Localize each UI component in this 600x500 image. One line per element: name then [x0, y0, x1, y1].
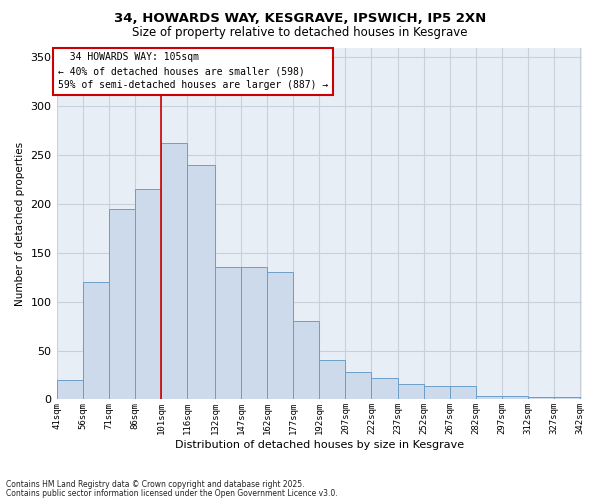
Bar: [293, 321, 319, 400]
Y-axis label: Number of detached properties: Number of detached properties: [15, 142, 25, 306]
X-axis label: Distribution of detached houses by size in Kesgrave: Distribution of detached houses by size …: [175, 440, 464, 450]
Bar: [135, 189, 161, 400]
Text: 34 HOWARDS WAY: 105sqm
← 40% of detached houses are smaller (598)
59% of semi-de: 34 HOWARDS WAY: 105sqm ← 40% of detached…: [58, 52, 329, 90]
Bar: [319, 360, 346, 400]
Bar: [371, 378, 398, 400]
Bar: [161, 144, 187, 400]
Bar: [187, 165, 215, 400]
Text: Contains public sector information licensed under the Open Government Licence v3: Contains public sector information licen…: [6, 488, 338, 498]
Bar: [450, 386, 476, 400]
Bar: [424, 386, 450, 400]
Bar: [215, 268, 241, 400]
Bar: [554, 398, 580, 400]
Text: Contains HM Land Registry data © Crown copyright and database right 2025.: Contains HM Land Registry data © Crown c…: [6, 480, 305, 489]
Bar: [56, 380, 83, 400]
Bar: [502, 396, 528, 400]
Bar: [476, 396, 502, 400]
Text: Size of property relative to detached houses in Kesgrave: Size of property relative to detached ho…: [132, 26, 468, 39]
Bar: [109, 209, 135, 400]
Bar: [528, 398, 554, 400]
Bar: [398, 384, 424, 400]
Text: 34, HOWARDS WAY, KESGRAVE, IPSWICH, IP5 2XN: 34, HOWARDS WAY, KESGRAVE, IPSWICH, IP5 …: [114, 12, 486, 26]
Bar: [267, 272, 293, 400]
Bar: [346, 372, 371, 400]
Bar: [83, 282, 109, 400]
Bar: [241, 268, 267, 400]
